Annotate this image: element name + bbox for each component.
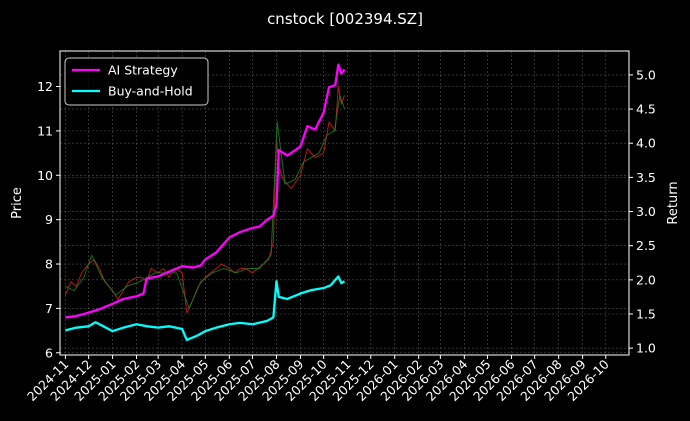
axes: 67891011121.01.52.02.53.03.54.04.55.0202… bbox=[24, 67, 656, 404]
y-tick-label-right: 1.5 bbox=[636, 307, 656, 322]
y-tick-label-right: 1.0 bbox=[636, 341, 656, 356]
y-tick-label-right: 2.5 bbox=[636, 238, 656, 253]
series-layer bbox=[65, 63, 346, 342]
y-tick-label-left: 9 bbox=[45, 212, 53, 227]
y-tick-label-right: 3.5 bbox=[636, 170, 656, 185]
series-line-2 bbox=[65, 275, 346, 342]
y-tick-label-left: 11 bbox=[37, 123, 53, 138]
y-tick-label-right: 4.0 bbox=[636, 136, 656, 151]
price-line-price-down bbox=[65, 94, 345, 309]
y-tick-label-left: 12 bbox=[37, 79, 53, 94]
y-tick-label-right: 2.0 bbox=[636, 272, 656, 287]
y-tick-label-left: 6 bbox=[45, 345, 53, 360]
price-layer bbox=[64, 86, 345, 314]
y-tick-label-right: 5.0 bbox=[636, 67, 656, 82]
y-tick-label-right: 3.0 bbox=[636, 204, 656, 219]
chart-title: cnstock [002394.SZ] bbox=[267, 10, 423, 28]
y-tick-label-left: 8 bbox=[45, 257, 53, 272]
legend: AI Strategy Buy-and-Hold bbox=[64, 57, 209, 106]
y-axis-label-right: Return bbox=[666, 181, 681, 224]
grid bbox=[60, 51, 629, 355]
y-tick-label-left: 7 bbox=[45, 301, 53, 316]
y-axis-label-left: Price bbox=[10, 187, 25, 219]
legend-label: AI Strategy bbox=[108, 63, 178, 78]
y-tick-label-right: 4.5 bbox=[636, 102, 656, 117]
legend-box bbox=[64, 57, 209, 106]
plot-frame bbox=[59, 50, 630, 356]
series-line-1 bbox=[65, 63, 346, 319]
y-tick-label-left: 10 bbox=[37, 168, 53, 183]
legend-label: Buy-and-Hold bbox=[108, 84, 193, 99]
